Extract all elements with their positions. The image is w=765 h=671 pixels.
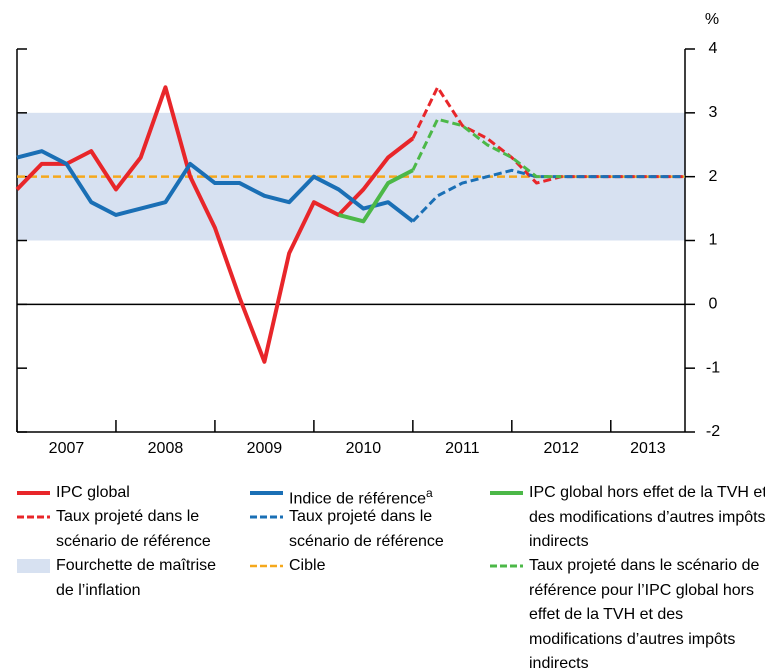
x-tick-label: 2011 [445, 440, 480, 457]
series-line [411, 168, 685, 223]
legend-label: Cible [289, 554, 464, 579]
legend-text: Cible [289, 557, 326, 574]
legend-label: Taux projeté dans le scénario de référen… [529, 554, 765, 671]
legend-label: IPC global hors effet de la TVH et des m… [529, 481, 765, 555]
x-tick-label: 2009 [247, 440, 283, 457]
legend-label: IPC global [56, 481, 231, 506]
legend-label: Taux projeté dans le scénario de référen… [56, 505, 231, 554]
legend-note: a [425, 486, 433, 500]
x-tick-label: 2007 [49, 440, 85, 457]
y-tick-label: 1 [709, 232, 718, 249]
x-tick-label: 2013 [630, 440, 666, 457]
y-unit: % [705, 11, 719, 28]
legend-label: Indice de référencea [289, 481, 479, 512]
series-line [16, 149, 415, 223]
legend-text: Taux projeté dans le scénario de référen… [289, 508, 444, 550]
legend-text: Taux projeté dans le scénario de référen… [56, 508, 211, 550]
legend-label: Fourchette de maîtrise de l’inflation [56, 554, 231, 603]
legend-label: Taux projeté dans le scénario de référen… [289, 505, 464, 554]
x-tick-label: 2012 [543, 440, 579, 457]
legend-text: Fourchette de maîtrise de l’inflation [56, 557, 217, 599]
x-tick-label: 2010 [346, 440, 382, 457]
legend-text: Taux projeté dans le scénario de référen… [529, 557, 760, 671]
y-tick-label: 3 [709, 104, 718, 121]
legend-text: Indice de référence [289, 490, 426, 508]
legend-swatch [17, 559, 50, 573]
legend-text: IPC global hors effet de la TVH et des m… [529, 484, 765, 550]
series-line [15, 85, 415, 364]
series-line [338, 168, 414, 224]
y-tick-label: 2 [709, 168, 718, 185]
x-tick-label: 2008 [148, 440, 184, 457]
series-line [411, 117, 562, 179]
y-tick-label: -2 [706, 423, 720, 440]
y-tick-label: 4 [709, 40, 718, 57]
legend-text: IPC global [56, 484, 130, 501]
y-tick-label: -1 [706, 359, 720, 376]
y-tick-label: 0 [709, 296, 718, 313]
